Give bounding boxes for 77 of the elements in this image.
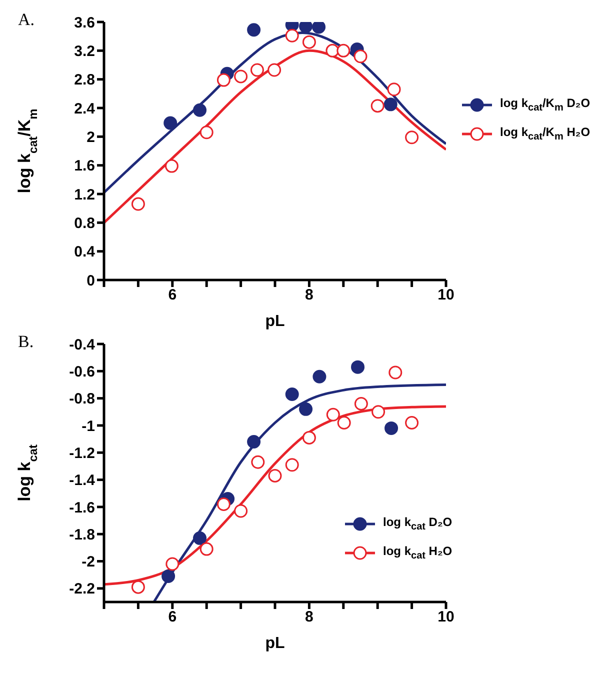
point — [166, 557, 180, 571]
legend-label: log k$_{cat}$ D₂O — [383, 515, 452, 532]
y-tick-label: 3.2 — [74, 42, 95, 60]
point — [216, 497, 230, 511]
point — [384, 98, 398, 112]
x-tick-label: 8 — [305, 286, 314, 304]
point — [250, 63, 264, 77]
y-tick-label: -2 — [82, 554, 95, 571]
point — [405, 416, 419, 430]
point — [164, 159, 178, 173]
point — [372, 405, 386, 419]
x-axis-title: pL — [265, 313, 285, 330]
y-tick-label: -1.2 — [69, 444, 95, 462]
point — [164, 116, 178, 130]
legend-label: log k$_{cat}$/K$_{m}$ D₂O — [500, 96, 590, 114]
point — [388, 366, 402, 380]
y-tick-label: 0.8 — [74, 214, 95, 232]
y-tick-label: 1.6 — [74, 158, 95, 175]
point — [268, 468, 282, 482]
chart-title: A. — [18, 10, 35, 30]
point — [200, 126, 214, 140]
y-tick-label: -0.4 — [69, 336, 96, 354]
point — [193, 103, 207, 117]
y-tick-label: 0 — [86, 272, 95, 290]
point — [299, 22, 313, 34]
y-tick-label: -1.8 — [69, 526, 95, 544]
point — [216, 73, 230, 87]
point — [302, 430, 316, 444]
point — [285, 387, 299, 401]
x-axis-title: pL — [265, 635, 285, 652]
point — [302, 35, 316, 49]
legend-label: log k$_{cat}$ H₂O — [383, 544, 452, 562]
x-tick-label: 6 — [168, 286, 177, 304]
chart-title: B. — [18, 332, 34, 352]
point — [247, 23, 261, 37]
point — [370, 99, 384, 113]
point — [234, 70, 248, 84]
point — [193, 531, 207, 545]
point — [354, 50, 368, 64]
y-tick-label: 2 — [86, 128, 95, 146]
point — [200, 542, 214, 556]
point — [131, 197, 145, 211]
point — [326, 408, 340, 422]
y-tick-label: -1.4 — [69, 472, 96, 490]
point — [312, 370, 326, 384]
point — [312, 22, 326, 34]
point — [247, 435, 261, 449]
point — [285, 458, 299, 472]
legend-label: log k$_{cat}$/K$_{m}$ H₂O — [500, 125, 590, 143]
x-tick-label: 6 — [168, 608, 177, 626]
point — [351, 360, 365, 374]
y-tick-label: -1.6 — [69, 499, 95, 516]
point — [354, 396, 368, 410]
y-tick-label: -0.8 — [69, 390, 95, 408]
y-tick-label: 1.2 — [74, 186, 95, 204]
y-tick-label: -2.2 — [69, 580, 95, 598]
point — [251, 455, 265, 469]
point — [405, 130, 419, 144]
point — [384, 421, 398, 435]
point — [285, 28, 299, 42]
point — [131, 580, 145, 594]
point — [336, 44, 350, 58]
point — [162, 569, 176, 583]
point — [268, 63, 282, 77]
y-tick-label: 0.4 — [74, 244, 96, 261]
x-tick-label: 8 — [305, 608, 314, 626]
y-tick-label: 3.6 — [74, 14, 95, 32]
point — [299, 402, 313, 416]
point — [387, 82, 401, 96]
point — [337, 416, 351, 430]
y-tick-label: 2.4 — [74, 100, 96, 118]
y-tick-label: -1 — [82, 418, 95, 435]
x-tick-label: 10 — [438, 286, 454, 304]
y-tick-label: -0.6 — [69, 363, 95, 380]
y-tick-label: 2.8 — [74, 72, 95, 89]
point — [234, 504, 248, 518]
x-tick-label: 10 — [438, 608, 454, 626]
